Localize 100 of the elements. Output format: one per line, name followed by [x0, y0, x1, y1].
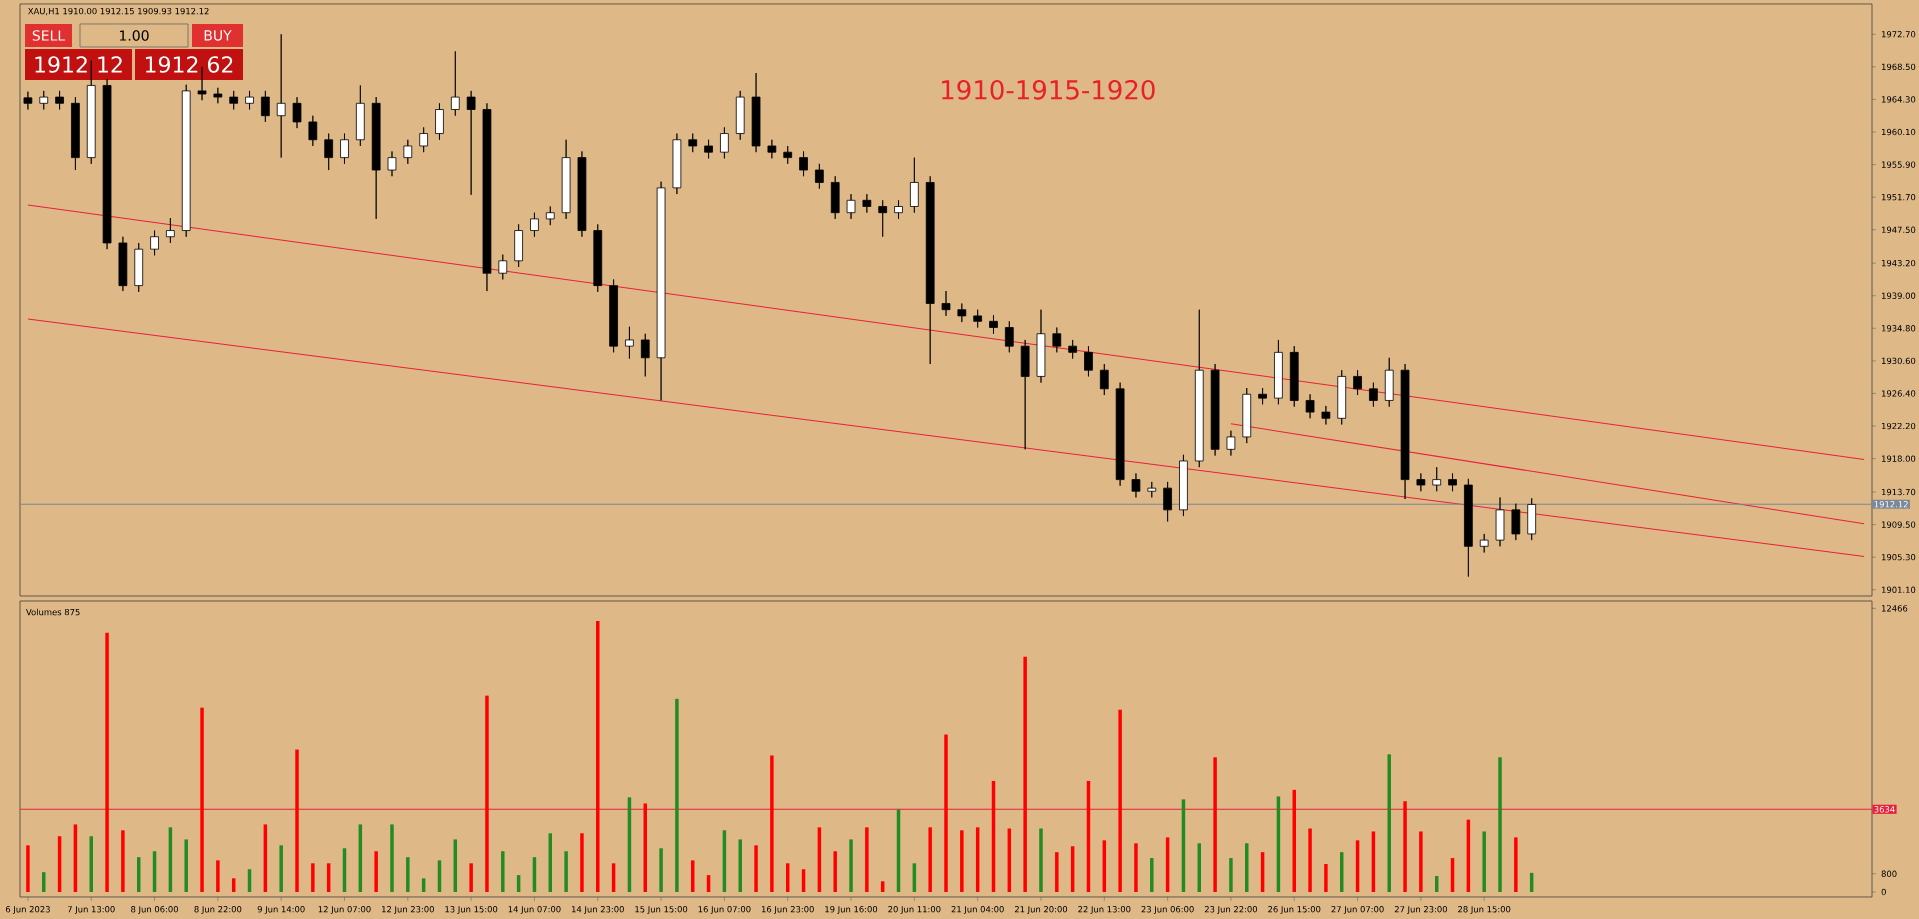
candlestick	[1511, 503, 1521, 541]
candlestick	[878, 199, 888, 238]
x-tick-label: 19 Jun 16:00	[825, 906, 878, 914]
y-tick-label: 1947.50	[1881, 226, 1916, 233]
candlestick	[1384, 357, 1394, 408]
candlestick	[1242, 387, 1252, 444]
bar	[1514, 837, 1518, 892]
candlestick	[1448, 473, 1457, 492]
bar	[770, 755, 774, 892]
candlestick	[941, 290, 951, 317]
bar	[469, 863, 473, 892]
candlestick	[688, 133, 698, 153]
bar	[105, 632, 109, 892]
candlestick	[23, 91, 33, 110]
candlestick	[71, 96, 80, 171]
text: Volumes 875	[26, 608, 80, 616]
x-tick-label: 14 Jun 23:00	[572, 906, 624, 914]
x-tick-label: 23 Jun 06:00	[1141, 906, 1194, 914]
candlestick	[909, 157, 919, 214]
x-tick-label: 20 Jun 11:00	[888, 906, 941, 914]
candlestick	[1004, 320, 1014, 353]
x-tick-label: 21 Jun 04:00	[951, 906, 1004, 914]
candlestick	[181, 84, 191, 238]
candlestick	[989, 314, 998, 335]
candlestick	[783, 145, 793, 165]
bar	[659, 848, 663, 892]
candlestick	[197, 66, 207, 101]
candlestick	[1115, 382, 1125, 487]
candlestick	[1369, 382, 1378, 408]
candlestick	[261, 90, 270, 123]
candlestick	[1305, 393, 1315, 419]
candlestick	[340, 133, 349, 165]
y-tick-label: 1909.50	[1881, 521, 1916, 528]
bar	[121, 830, 125, 892]
bar	[216, 860, 220, 892]
bar	[311, 863, 315, 892]
candlestick	[925, 175, 935, 365]
bar	[1213, 757, 1217, 892]
candlestick	[324, 133, 334, 171]
candlestick	[704, 139, 713, 159]
candlestick	[308, 115, 318, 147]
candlestick	[609, 279, 618, 353]
candlestick	[1068, 339, 1077, 359]
candlestick	[862, 193, 872, 214]
candlestick	[118, 236, 128, 292]
x-tick-label: 12 Jun 23:00	[382, 906, 434, 914]
candlestick	[1400, 363, 1410, 500]
candlestick	[514, 223, 523, 268]
candlestick	[39, 90, 49, 110]
candlestick	[1179, 454, 1188, 517]
bar	[295, 749, 299, 892]
bar	[390, 824, 394, 892]
candlestick	[450, 50, 460, 117]
candlestick	[387, 151, 397, 177]
candlestick	[229, 90, 239, 110]
chart-subtitle: XAU,H1 1910.00 1912.15 1909.93 1912.12	[28, 7, 209, 16]
bar	[1387, 754, 1391, 892]
candlestick	[735, 90, 745, 141]
bar	[1134, 843, 1138, 892]
y-tick-label: 800	[1881, 870, 1897, 877]
candlestick	[799, 151, 808, 177]
x-tick-label: 15 Jun 15:00	[635, 906, 688, 914]
bar	[564, 851, 568, 892]
candlestick	[1527, 497, 1537, 541]
x-tick-label: 13 Jun 15:00	[445, 906, 498, 914]
candlestick	[482, 102, 492, 292]
x-tick-label: 14 Jun 07:00	[508, 906, 561, 914]
x-tick-label: 23 Jun 22:00	[1204, 906, 1258, 914]
bar	[865, 827, 869, 892]
bar	[1055, 852, 1059, 892]
annotation: 1912 62	[145, 56, 233, 73]
bar	[485, 695, 489, 892]
text: 1910-1915-1920	[942, 80, 1155, 100]
candlestick	[530, 212, 539, 238]
bar	[501, 851, 505, 892]
candlestick	[1416, 473, 1426, 492]
bar	[580, 833, 584, 892]
bar	[1419, 831, 1423, 892]
candlestick	[166, 217, 175, 244]
x-tick-label: 26 Jun 15:00	[1268, 906, 1321, 914]
bar	[1498, 757, 1502, 892]
y-tick-label: 1901.10	[1881, 586, 1916, 593]
candlestick	[1147, 481, 1157, 498]
candlestick	[1020, 339, 1030, 450]
x-tick-label: 21 Jun 20:00	[1014, 906, 1068, 914]
y-tick-label: 1951.70	[1881, 194, 1916, 201]
candlestick	[102, 78, 112, 250]
candlestick	[1226, 430, 1236, 456]
candlestick	[545, 206, 555, 226]
y-tick-label: 1934.80	[1881, 325, 1916, 332]
candlestick	[561, 139, 571, 220]
candlestick	[625, 326, 634, 359]
candlestick	[1353, 369, 1362, 396]
candlestick	[720, 126, 729, 159]
candlestick	[1099, 363, 1109, 396]
annotation: 1.00	[119, 30, 149, 41]
bar	[89, 836, 93, 892]
bar	[1150, 858, 1154, 892]
candlestick	[672, 133, 682, 195]
candlestick	[894, 199, 903, 220]
